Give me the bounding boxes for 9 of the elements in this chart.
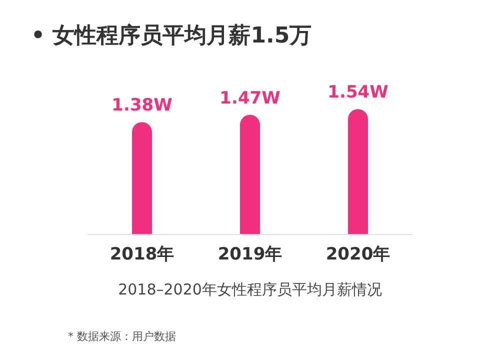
chart-title: • 女性程序员平均月薪1.5万	[31, 22, 312, 48]
x-tick-label: 2020年	[326, 244, 390, 264]
text: * 数据来源：用户数据	[68, 330, 176, 343]
data-label: 1.54W	[328, 82, 389, 103]
data-label: 1.38W	[112, 96, 173, 116]
x-tick-label: 2018年	[110, 244, 174, 264]
x-tick-label: 2019年	[218, 244, 282, 264]
data-label: 1.47W	[220, 88, 281, 108]
x-axis-title: 2018–2020年女性程序员平均月薪情况	[118, 280, 382, 298]
